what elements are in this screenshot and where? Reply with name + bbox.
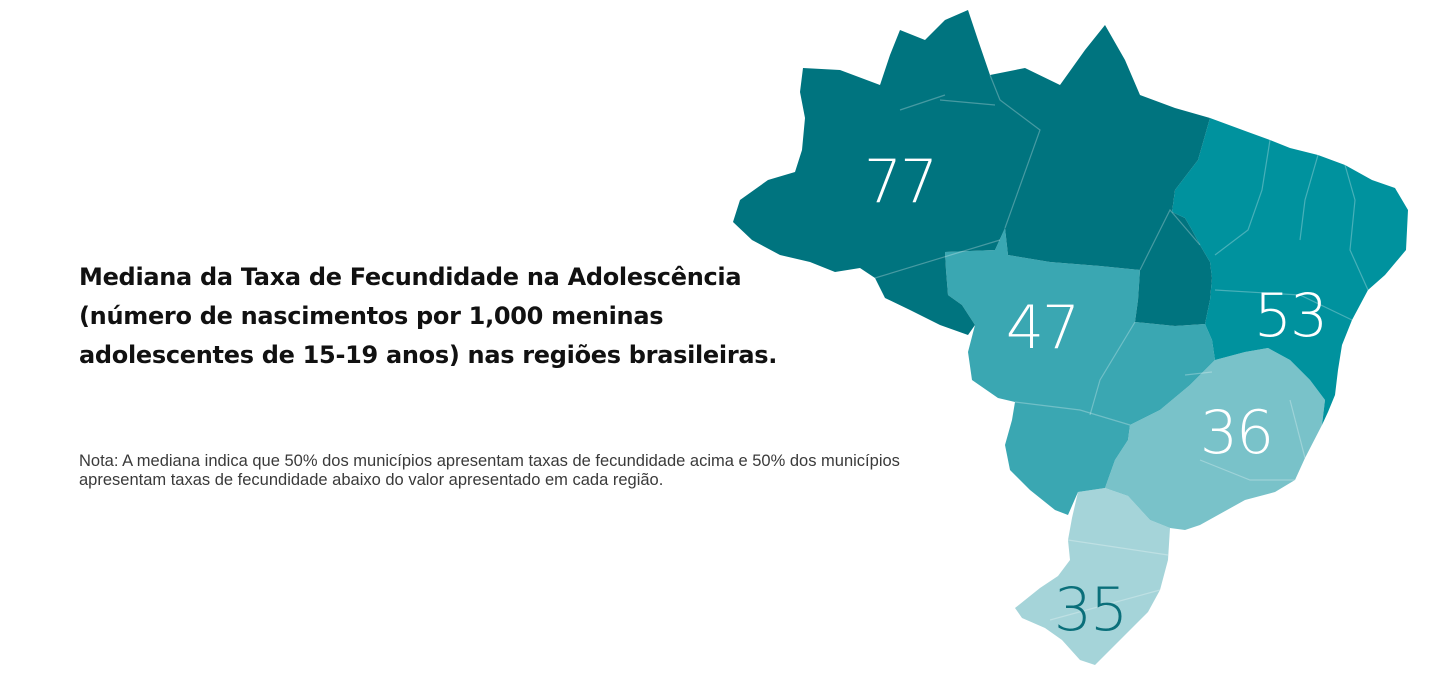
value-norte: 77 <box>864 147 936 217</box>
region-centro-oeste <box>945 228 1215 515</box>
value-sudeste: 36 <box>1200 398 1272 468</box>
region-nordeste <box>1172 118 1408 425</box>
map-note: Nota: A mediana indica que 50% dos munic… <box>79 452 900 489</box>
value-sul: 35 <box>1054 575 1126 645</box>
state-borders <box>874 74 1369 621</box>
region-sudeste <box>1105 348 1325 530</box>
value-nordeste: 53 <box>1254 281 1326 351</box>
region-sul <box>1015 488 1170 665</box>
region-norte <box>733 10 1212 335</box>
map-title: Mediana da Taxa de Fecundidade na Adoles… <box>79 263 778 369</box>
value-centro-oeste: 47 <box>1006 293 1078 363</box>
